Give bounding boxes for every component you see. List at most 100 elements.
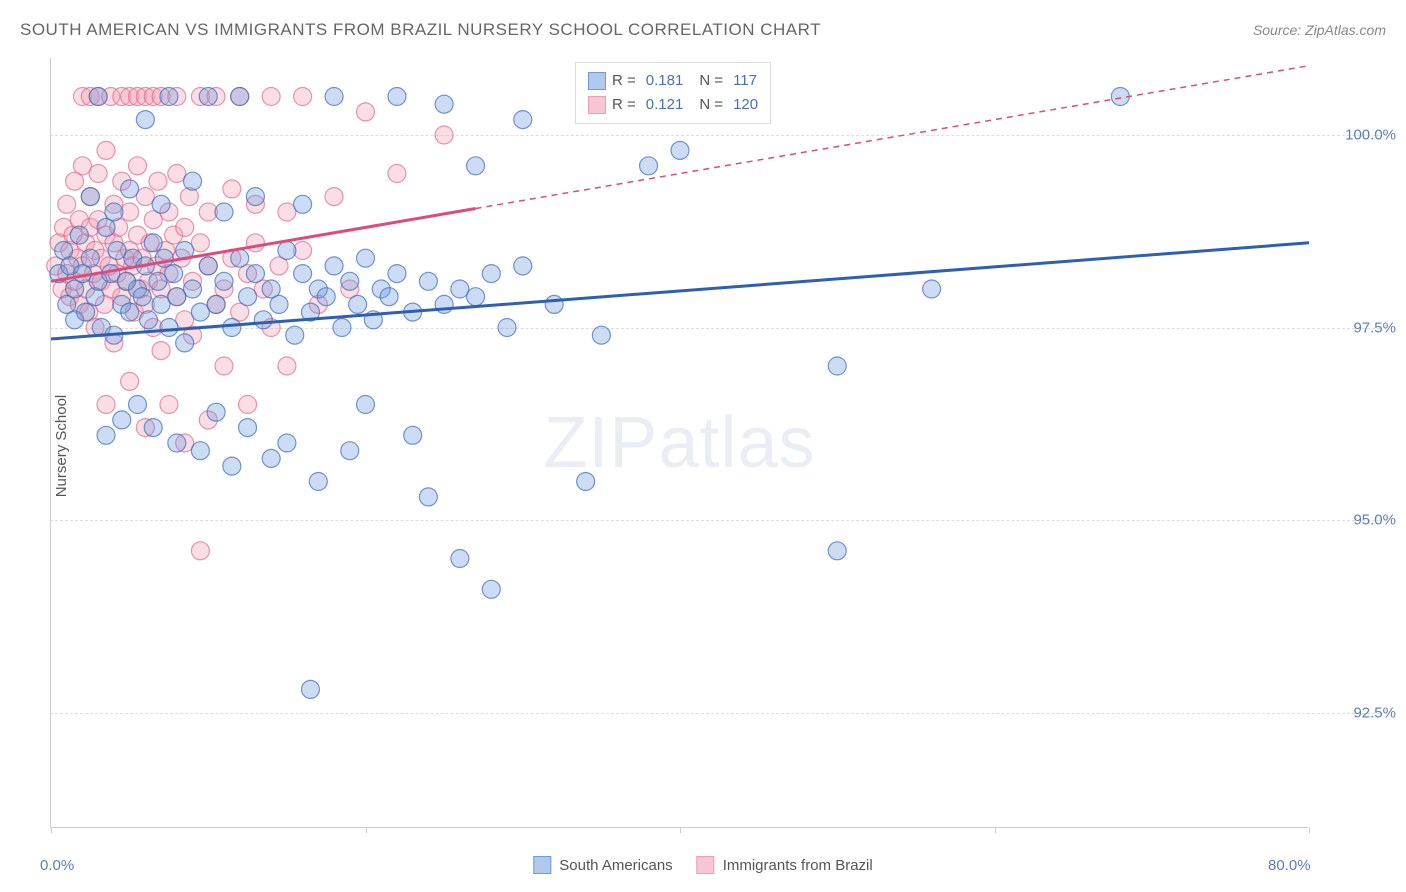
r-label: R = bbox=[612, 69, 636, 93]
series-legend: South Americans Immigrants from Brazil bbox=[533, 856, 872, 874]
data-point bbox=[451, 550, 469, 568]
n-label: N = bbox=[699, 69, 723, 93]
data-point bbox=[139, 311, 157, 329]
data-point bbox=[467, 288, 485, 306]
data-point bbox=[97, 141, 115, 159]
data-point bbox=[286, 326, 304, 344]
data-point bbox=[357, 249, 375, 267]
data-point bbox=[357, 396, 375, 414]
data-point bbox=[97, 426, 115, 444]
data-point bbox=[165, 265, 183, 283]
data-point bbox=[325, 188, 343, 206]
data-point bbox=[592, 326, 610, 344]
data-point bbox=[89, 88, 107, 106]
data-point bbox=[239, 396, 257, 414]
data-point bbox=[828, 542, 846, 560]
data-point bbox=[467, 157, 485, 175]
data-point bbox=[239, 288, 257, 306]
data-point bbox=[128, 396, 146, 414]
data-point bbox=[155, 249, 173, 267]
data-point bbox=[105, 203, 123, 221]
legend-item: Immigrants from Brazil bbox=[697, 856, 873, 874]
data-point bbox=[388, 265, 406, 283]
data-point bbox=[419, 272, 437, 290]
data-point bbox=[388, 165, 406, 183]
data-point bbox=[239, 419, 257, 437]
data-point bbox=[121, 372, 139, 390]
data-point bbox=[262, 88, 280, 106]
data-point bbox=[191, 542, 209, 560]
data-point bbox=[828, 357, 846, 375]
data-point bbox=[184, 172, 202, 190]
data-point bbox=[671, 141, 689, 159]
n-value: 117 bbox=[733, 69, 757, 93]
x-tick-label: 80.0% bbox=[1268, 857, 1311, 874]
data-point bbox=[246, 265, 264, 283]
data-point bbox=[144, 419, 162, 437]
data-point bbox=[514, 111, 532, 129]
data-point bbox=[223, 457, 241, 475]
data-point bbox=[215, 272, 233, 290]
data-point bbox=[419, 488, 437, 506]
data-point bbox=[341, 272, 359, 290]
data-point bbox=[294, 265, 312, 283]
data-point bbox=[294, 195, 312, 213]
legend-swatch bbox=[588, 96, 606, 114]
data-point bbox=[404, 426, 422, 444]
data-point bbox=[81, 249, 99, 267]
data-point bbox=[278, 357, 296, 375]
data-point bbox=[149, 172, 167, 190]
data-point bbox=[640, 157, 658, 175]
r-value: 0.181 bbox=[646, 69, 684, 93]
data-point bbox=[199, 88, 217, 106]
legend-label: Immigrants from Brazil bbox=[723, 857, 873, 874]
legend-item: South Americans bbox=[533, 856, 672, 874]
data-point bbox=[246, 234, 264, 252]
data-point bbox=[223, 180, 241, 198]
data-point bbox=[923, 280, 941, 298]
data-point bbox=[309, 473, 327, 491]
data-point bbox=[231, 88, 249, 106]
data-point bbox=[435, 95, 453, 113]
data-point bbox=[160, 88, 178, 106]
data-point bbox=[325, 88, 343, 106]
data-point bbox=[215, 203, 233, 221]
data-point bbox=[223, 319, 241, 337]
data-point bbox=[152, 195, 170, 213]
r-value: 0.121 bbox=[646, 93, 684, 117]
y-tick-label: 92.5% bbox=[1353, 704, 1396, 721]
chart-title: SOUTH AMERICAN VS IMMIGRANTS FROM BRAZIL… bbox=[20, 20, 821, 40]
data-point bbox=[144, 234, 162, 252]
data-point bbox=[278, 434, 296, 452]
y-tick-label: 97.5% bbox=[1353, 319, 1396, 336]
data-point bbox=[357, 103, 375, 121]
data-point bbox=[176, 334, 194, 352]
data-point bbox=[545, 295, 563, 313]
data-point bbox=[180, 188, 198, 206]
data-point bbox=[160, 319, 178, 337]
data-point bbox=[301, 680, 319, 698]
data-point bbox=[333, 319, 351, 337]
data-point bbox=[498, 319, 516, 337]
data-point bbox=[254, 311, 272, 329]
x-tick-label: 0.0% bbox=[40, 857, 74, 874]
data-point bbox=[514, 257, 532, 275]
data-point bbox=[262, 449, 280, 467]
data-point bbox=[128, 157, 146, 175]
n-label: N = bbox=[699, 93, 723, 117]
data-point bbox=[435, 126, 453, 144]
data-point bbox=[207, 403, 225, 421]
data-point bbox=[121, 180, 139, 198]
data-point bbox=[380, 288, 398, 306]
data-point bbox=[70, 226, 88, 244]
data-point bbox=[113, 411, 131, 429]
stats-legend-row: R = 0.181 N = 117 bbox=[588, 69, 758, 93]
stats-legend: R = 0.181 N = 117 R = 0.121 N = 120 bbox=[575, 62, 771, 124]
data-point bbox=[317, 288, 335, 306]
data-point bbox=[246, 188, 264, 206]
data-point bbox=[176, 218, 194, 236]
data-point bbox=[278, 242, 296, 260]
legend-swatch bbox=[697, 856, 715, 874]
data-point bbox=[121, 303, 139, 321]
data-point bbox=[388, 88, 406, 106]
